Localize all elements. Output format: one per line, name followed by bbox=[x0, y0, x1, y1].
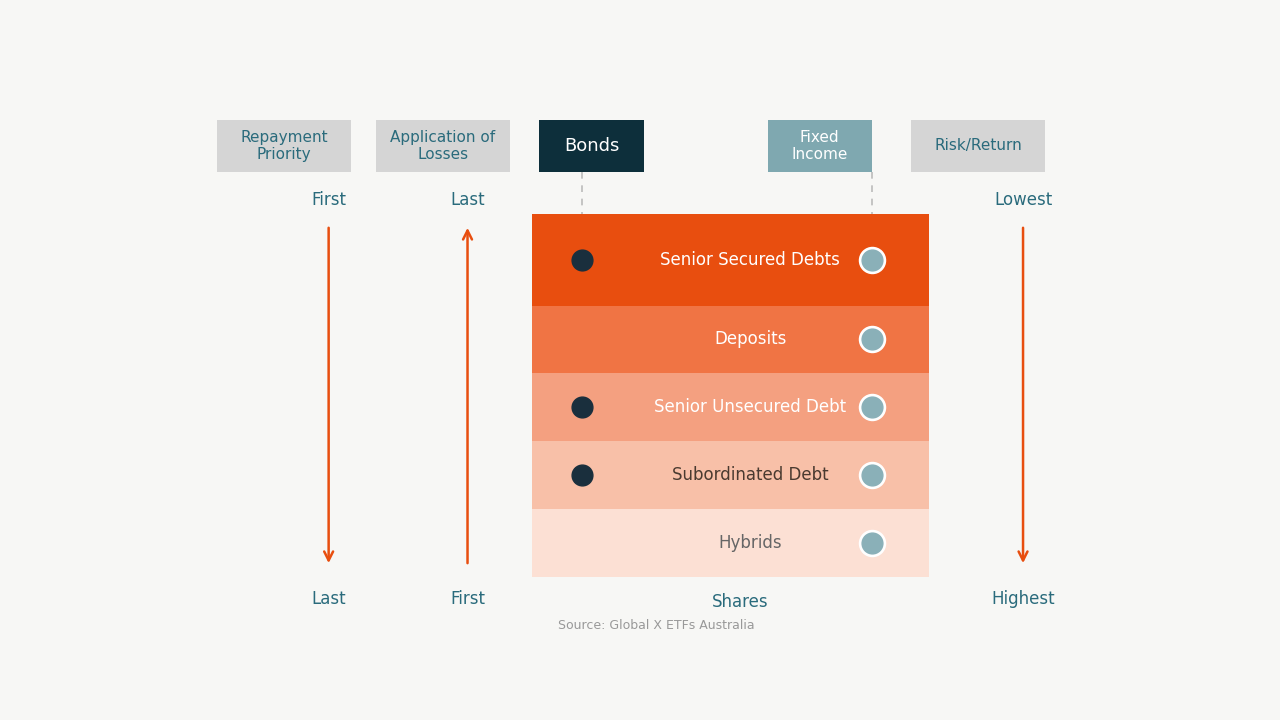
Point bbox=[861, 469, 882, 481]
Text: Hybrids: Hybrids bbox=[718, 534, 782, 552]
Point bbox=[571, 469, 591, 481]
Text: Fixed
Income: Fixed Income bbox=[791, 130, 847, 162]
Text: Senior Unsecured Debt: Senior Unsecured Debt bbox=[654, 398, 846, 416]
FancyBboxPatch shape bbox=[911, 120, 1046, 172]
Text: Last: Last bbox=[311, 590, 346, 608]
Text: First: First bbox=[311, 191, 346, 209]
Text: First: First bbox=[451, 590, 485, 608]
FancyBboxPatch shape bbox=[532, 509, 929, 577]
Text: Last: Last bbox=[451, 191, 485, 209]
FancyBboxPatch shape bbox=[376, 120, 509, 172]
Text: Source: Global X ETFs Australia: Source: Global X ETFs Australia bbox=[558, 619, 754, 632]
Point bbox=[861, 537, 882, 549]
Text: Highest: Highest bbox=[991, 590, 1055, 608]
Text: Deposits: Deposits bbox=[714, 330, 786, 348]
Point bbox=[861, 254, 882, 266]
Point bbox=[861, 402, 882, 413]
Point bbox=[861, 334, 882, 346]
FancyBboxPatch shape bbox=[532, 214, 929, 305]
Text: Risk/Return: Risk/Return bbox=[934, 138, 1023, 153]
Point bbox=[861, 254, 882, 266]
Text: Repayment
Priority: Repayment Priority bbox=[241, 130, 328, 162]
Point bbox=[861, 469, 882, 481]
FancyBboxPatch shape bbox=[768, 120, 872, 172]
Point bbox=[861, 537, 882, 549]
FancyBboxPatch shape bbox=[532, 374, 929, 441]
Point bbox=[861, 334, 882, 346]
Text: Bonds: Bonds bbox=[563, 137, 620, 155]
Point bbox=[571, 402, 591, 413]
FancyBboxPatch shape bbox=[539, 120, 644, 172]
FancyBboxPatch shape bbox=[532, 305, 929, 374]
Text: Subordinated Debt: Subordinated Debt bbox=[672, 467, 828, 485]
Text: Shares: Shares bbox=[712, 593, 768, 611]
FancyBboxPatch shape bbox=[532, 441, 929, 509]
Text: Application of
Losses: Application of Losses bbox=[390, 130, 495, 162]
Text: Lowest: Lowest bbox=[993, 191, 1052, 209]
Point bbox=[861, 402, 882, 413]
FancyBboxPatch shape bbox=[218, 120, 351, 172]
Point bbox=[571, 254, 591, 266]
Text: Senior Secured Debts: Senior Secured Debts bbox=[660, 251, 840, 269]
